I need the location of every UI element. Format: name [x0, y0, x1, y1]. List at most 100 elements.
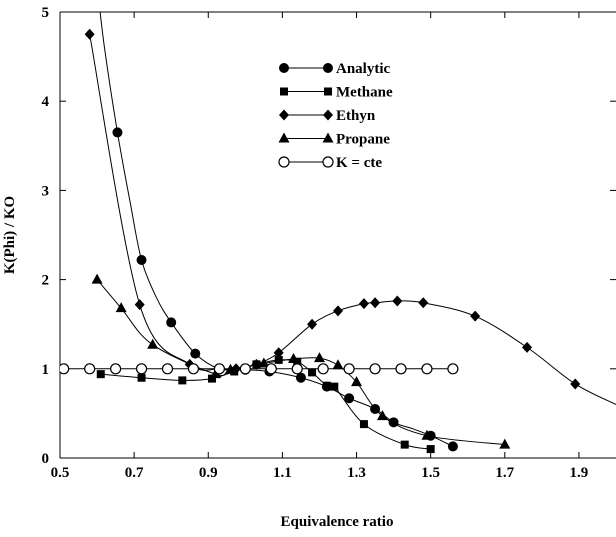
data-point-propane	[313, 352, 325, 363]
legend-item-methane: Methane	[280, 85, 393, 101]
data-point-ethyn	[470, 310, 481, 322]
x-tick-label: 1.5	[421, 465, 440, 481]
data-point-k-cte	[369, 363, 381, 375]
legend-item-ethyn: Ethyn	[279, 108, 376, 124]
legend-marker	[322, 132, 334, 143]
x-tick-label: 1.3	[347, 465, 366, 481]
legend-marker	[279, 109, 289, 121]
data-point-methane	[426, 445, 435, 454]
data-point-ethyn	[307, 318, 318, 330]
data-point-ethyn	[392, 295, 403, 307]
data-point-k-cte	[343, 363, 355, 375]
legend-label: Analytic	[336, 61, 391, 77]
data-point-propane	[258, 357, 270, 368]
data-point-ethyn	[134, 299, 145, 311]
data-point-ethyn	[418, 297, 429, 309]
data-point-methane	[178, 376, 187, 385]
data-point-propane	[288, 352, 300, 363]
y-tick-label: 2	[42, 273, 50, 289]
legend-item-analytic: Analytic	[279, 61, 391, 77]
legend-marker	[324, 87, 332, 96]
y-tick-label: 1	[42, 362, 50, 378]
x-tick-label: 0.9	[199, 465, 218, 481]
data-point-propane	[91, 273, 103, 284]
legend-item-k-cte: K = cte	[278, 155, 382, 171]
legend-label: K = cte	[336, 155, 382, 171]
data-point-ethyn	[522, 341, 533, 353]
data-point-methane	[308, 368, 317, 377]
y-tick-label: 5	[42, 5, 50, 21]
y-tick-label: 3	[42, 183, 50, 199]
data-point-k-cte	[161, 363, 174, 375]
data-point-propane	[351, 376, 363, 387]
data-point-k-cte	[60, 363, 70, 375]
data-point-k-cte	[187, 363, 200, 375]
data-point-analytic	[112, 127, 123, 138]
legend-marker	[280, 87, 288, 96]
y-axis-title: K(Phi) / KO	[2, 196, 18, 274]
series-layer	[60, 12, 616, 454]
legend-item-propane: Propane	[278, 132, 390, 148]
plot-frame	[59, 11, 616, 459]
data-point-analytic	[447, 441, 458, 452]
legend-marker	[323, 109, 333, 121]
x-tick-label: 0.7	[125, 465, 144, 481]
data-point-ethyn	[84, 28, 95, 40]
data-point-methane	[96, 370, 105, 379]
data-point-analytic	[190, 348, 201, 359]
legend-marker	[322, 156, 334, 168]
x-tick-label: 1.7	[495, 465, 514, 481]
series-analytic	[99, 12, 458, 452]
legend-marker	[278, 132, 290, 143]
data-point-propane	[210, 368, 222, 379]
data-point-analytic	[166, 317, 177, 328]
data-point-propane	[332, 359, 344, 370]
series-propane	[91, 273, 511, 449]
data-point-ethyn	[333, 305, 343, 317]
x-tick-label: 0.5	[51, 465, 70, 481]
data-point-k-cte	[291, 363, 303, 375]
data-point-propane	[115, 302, 127, 313]
legend: Analytic Methane Ethyn Propane K = cte	[278, 61, 393, 171]
data-point-ethyn	[370, 297, 381, 309]
x-tick-label: 1.9	[570, 465, 589, 481]
data-point-propane	[421, 429, 433, 440]
y-tick-label: 0	[42, 451, 50, 467]
data-point-ethyn	[273, 347, 284, 359]
legend-marker	[279, 63, 289, 73]
data-point-propane	[376, 410, 388, 421]
data-point-methane	[137, 373, 146, 382]
data-point-k-cte	[447, 363, 459, 375]
data-point-methane	[274, 355, 283, 364]
legend-marker	[323, 63, 333, 73]
data-point-k-cte	[109, 363, 122, 375]
data-point-k-cte	[84, 363, 96, 375]
data-point-analytic	[136, 254, 147, 265]
data-point-k-cte	[239, 363, 251, 375]
data-point-k-cte	[317, 363, 329, 375]
data-point-k-cte	[421, 363, 433, 375]
legend-marker	[278, 156, 290, 168]
y-tick-label: 4	[42, 94, 50, 110]
data-point-methane	[330, 382, 339, 391]
data-point-k-cte	[395, 363, 407, 375]
data-point-methane	[359, 420, 368, 429]
legend-label: Ethyn	[336, 108, 376, 124]
data-point-propane	[147, 338, 159, 349]
data-point-ethyn	[358, 298, 369, 310]
data-point-analytic	[344, 393, 355, 404]
x-tick-label: 1.1	[273, 465, 292, 481]
data-point-k-cte	[265, 363, 277, 375]
x-ticks: 0.5 0.7 0.9 1.1 1.3 1.5 1.7 1.9	[51, 12, 589, 481]
legend-label: Methane	[336, 85, 393, 101]
series-k-cte	[60, 363, 459, 375]
data-point-methane	[322, 381, 331, 390]
legend-label: Propane	[336, 132, 390, 148]
data-point-k-cte	[135, 363, 148, 375]
data-point-propane	[499, 438, 511, 449]
data-point-analytic	[295, 372, 306, 383]
data-point-methane	[207, 374, 216, 383]
y-ticks: 0 1 2 3 4 5	[42, 5, 616, 467]
data-point-methane	[400, 440, 409, 449]
